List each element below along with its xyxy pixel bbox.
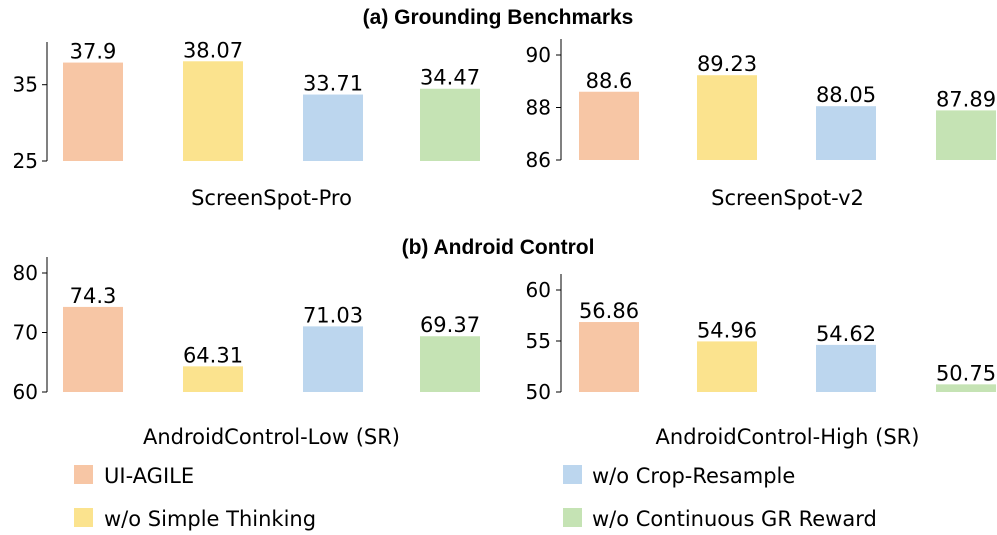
panel-screenspot-v2: 86 88 90 88.6 89.23 88.05 87.89 ScreenSpot-v2 bbox=[526, 39, 996, 210]
value-label: 88.6 bbox=[586, 69, 633, 93]
panel-androidcontrol-low-sr: 60 70 80 74.3 64.31 71.03 69.37 AndroidControl-… bbox=[13, 257, 480, 449]
panel-screenspot-pro: 25 35 37.9 38.07 33.71 34.47 ScreenSpot-Pro bbox=[13, 38, 481, 210]
x-axis-label: ScreenSpot-Pro bbox=[191, 186, 352, 210]
value-label: 56.86 bbox=[579, 299, 639, 323]
bar-ui-agile bbox=[63, 306, 123, 392]
bar-ui-agile bbox=[579, 322, 639, 392]
section-title-a: (a) Grounding Benchmarks bbox=[363, 6, 634, 29]
legend-swatch-simple-thinking bbox=[74, 508, 93, 527]
section-title-b: (b) Android Control bbox=[402, 236, 595, 259]
value-label: 54.62 bbox=[816, 322, 876, 346]
legend-swatch-ui-agile bbox=[74, 465, 93, 484]
y-tick-label: 80 bbox=[13, 261, 38, 285]
panel-androidcontrol-high-sr: 50 55 60 56.86 54.96 54.62 50.75 AndroidControl… bbox=[526, 274, 996, 449]
value-label: 33.71 bbox=[303, 72, 363, 96]
bar-w-o-crop-resample bbox=[303, 326, 363, 392]
bar-w-o-crop-resample bbox=[816, 344, 876, 392]
legend-label-continuous-gr-reward: w/o Continuous GR Reward bbox=[592, 507, 877, 531]
value-label: 50.75 bbox=[936, 361, 996, 385]
bar-ui-agile bbox=[579, 91, 639, 160]
bar-ui-agile bbox=[63, 62, 123, 162]
legend-label-simple-thinking: w/o Simple Thinking bbox=[104, 507, 316, 531]
legend-swatch-crop-resample bbox=[563, 465, 582, 484]
x-axis-label: ScreenSpot-v2 bbox=[711, 186, 864, 210]
legend-label-ui-agile: UI-AGILE bbox=[104, 464, 194, 488]
legend-swatch-continuous-gr-reward bbox=[563, 508, 582, 527]
y-tick-label: 25 bbox=[13, 149, 38, 173]
bar-w-o-continuous-gr-reward bbox=[936, 384, 996, 392]
y-tick-label: 70 bbox=[13, 321, 38, 345]
bar-w-o-continuous-gr-reward bbox=[420, 336, 480, 392]
legend-label-crop-resample: w/o Crop-Resample bbox=[592, 464, 795, 488]
value-label: 87.89 bbox=[936, 87, 996, 111]
x-axis-label: AndroidControl-High (SR) bbox=[656, 425, 920, 449]
y-tick-label: 86 bbox=[526, 148, 551, 172]
x-axis-label: AndroidControl-Low (SR) bbox=[143, 425, 400, 449]
bar-w-o-simple-thinking bbox=[183, 366, 243, 392]
value-label: 38.07 bbox=[183, 38, 243, 62]
bar-w-o-crop-resample bbox=[303, 94, 363, 161]
value-label: 71.03 bbox=[303, 303, 363, 327]
y-tick-label: 35 bbox=[13, 73, 38, 97]
y-tick-label: 60 bbox=[526, 278, 551, 302]
bar-w-o-crop-resample bbox=[816, 106, 876, 160]
value-label: 37.9 bbox=[70, 40, 117, 64]
bar-w-o-simple-thinking bbox=[183, 61, 243, 161]
bar-w-o-continuous-gr-reward bbox=[420, 88, 480, 161]
y-tick-label: 60 bbox=[13, 380, 38, 404]
y-tick-label: 50 bbox=[526, 380, 551, 404]
value-label: 74.3 bbox=[70, 284, 117, 308]
value-label: 69.37 bbox=[420, 313, 480, 337]
legend: UI-AGILE w/o Simple Thinking w/o Crop-Re… bbox=[74, 464, 877, 531]
bar-w-o-simple-thinking bbox=[697, 75, 757, 160]
y-tick-label: 88 bbox=[526, 96, 551, 120]
value-label: 89.23 bbox=[697, 52, 757, 76]
value-label: 34.47 bbox=[420, 66, 480, 90]
value-label: 54.96 bbox=[697, 318, 757, 342]
y-tick-label: 90 bbox=[526, 43, 551, 67]
value-label: 64.31 bbox=[183, 343, 243, 367]
bar-w-o-simple-thinking bbox=[697, 341, 757, 392]
y-tick-label: 55 bbox=[526, 329, 551, 353]
bar-w-o-continuous-gr-reward bbox=[936, 110, 996, 160]
value-label: 88.05 bbox=[816, 83, 876, 107]
